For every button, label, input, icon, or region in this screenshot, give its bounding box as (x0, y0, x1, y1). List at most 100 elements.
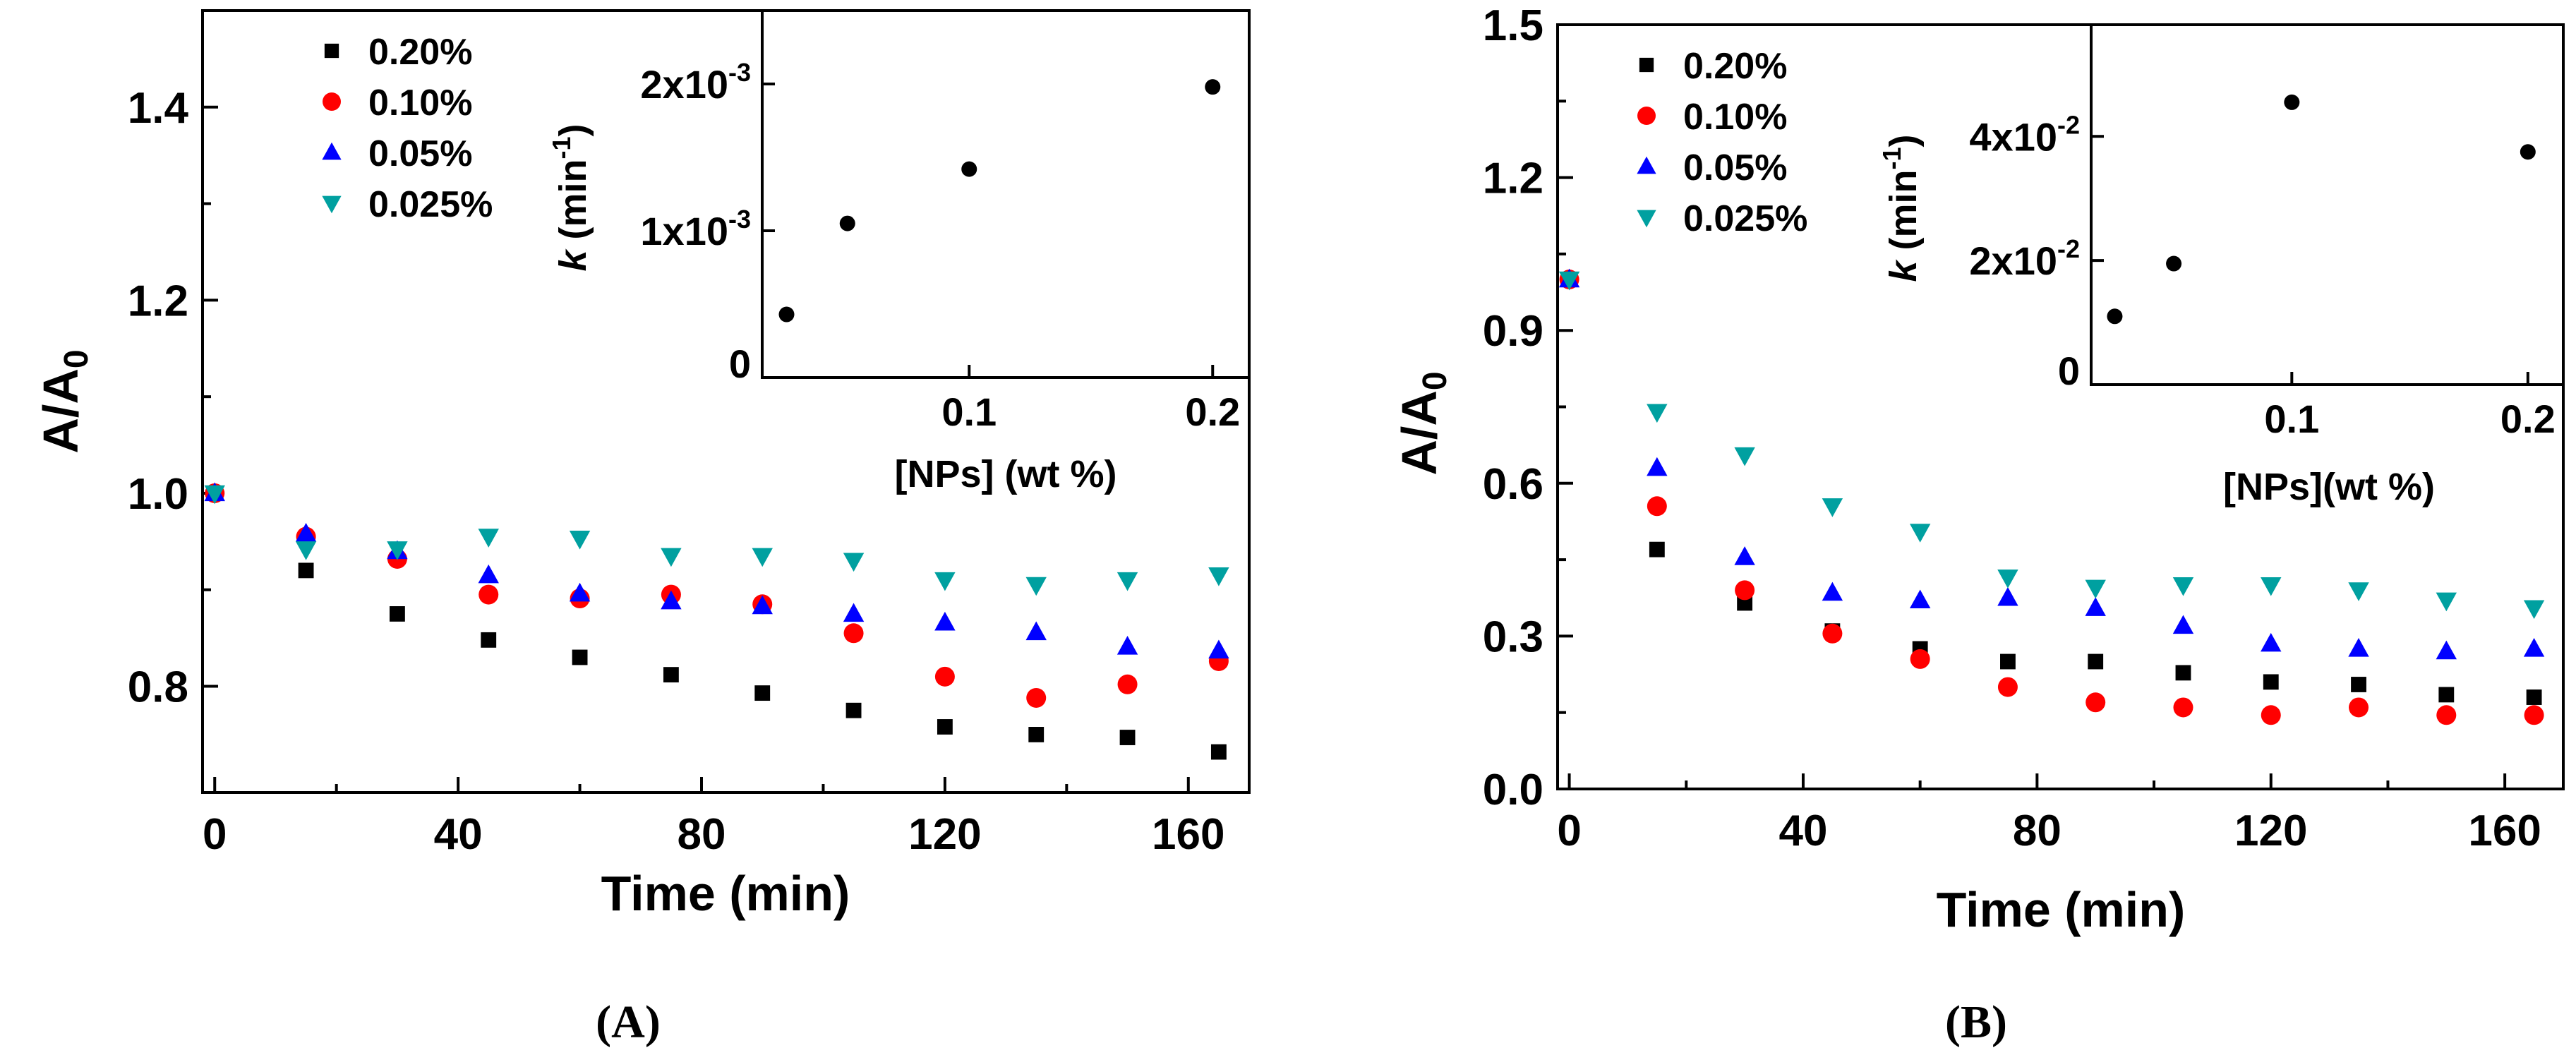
y-tick-label: 1.4 (128, 84, 189, 133)
data-point-0.20% (937, 719, 953, 735)
data-point-0.05% (2085, 597, 2106, 616)
data-point-0.05% (1822, 581, 1843, 601)
data-point-0.20% (845, 702, 862, 718)
data-point-0.20% (481, 632, 497, 648)
data-point-0.20% (1210, 744, 1227, 760)
data-point-0.20% (2088, 653, 2104, 670)
data-point-0.05% (569, 582, 591, 602)
data-point-0.025% (1909, 524, 1931, 543)
y-tick-label: 1.2 (128, 277, 188, 325)
x-tick-label: 80 (2013, 807, 2062, 855)
data-point-0.20% (754, 685, 771, 701)
y-axis-title: A/A0 (33, 349, 95, 453)
inset-data-point (839, 215, 855, 231)
data-point-0.10% (2524, 705, 2544, 725)
legend-label: 0.20% (368, 32, 472, 73)
inset-x-axis-title: [NPs](wt %) (2223, 466, 2435, 508)
inset-data-point (778, 306, 795, 322)
y-tick-label: 0.3 (1483, 613, 1543, 661)
data-point-0.025% (1734, 447, 1755, 466)
x-tick-label: 0 (1557, 807, 1581, 855)
inset-y-tick-label: 2x10-3 (640, 58, 751, 107)
data-point-0.20% (2438, 687, 2455, 703)
data-point-0.025% (2261, 577, 2282, 596)
data-point-0.025% (569, 531, 591, 550)
data-point-0.025% (752, 548, 773, 567)
inset-chart: 0.1 0.2 0 2x10-2 4x10-2 [NPs](wt %) k (min-… (1877, 23, 2565, 508)
data-point-0.20% (572, 649, 588, 665)
x-tick-label: 160 (1152, 810, 1224, 859)
data-point-0.025% (204, 485, 225, 505)
legend: 0.20% 0.10% 0.05% 0.025% (322, 32, 493, 225)
data-point-0.10% (2261, 705, 2281, 725)
inset-data-point (2166, 255, 2182, 272)
data-point-0.10% (1822, 623, 1843, 644)
data-point-0.025% (661, 548, 682, 567)
data-point-0.05% (2172, 615, 2194, 634)
inset-y-axis: 0 2x10-2 4x10-2 (1969, 110, 2104, 393)
data-point-0.20% (2526, 689, 2542, 705)
inset-data-points (2107, 94, 2536, 325)
x-axis-title: Time (min) (1937, 882, 2186, 937)
data-point-0.05% (1909, 589, 1931, 609)
legend-marker (323, 92, 341, 111)
data-point-0.025% (1647, 404, 1668, 423)
data-point-0.025% (843, 553, 865, 572)
data-point-0.10% (2173, 697, 2193, 718)
y-tick-label: 1.5 (1483, 1, 1543, 50)
x-axis-title: Time (min) (601, 866, 850, 921)
x-axis: 0 40 80 120 160 (203, 777, 1225, 859)
y-tick-label: 0.6 (1483, 460, 1543, 509)
inset-x-axis-title: [NPs] (wt %) (895, 453, 1117, 495)
data-point-0.20% (1649, 541, 1665, 557)
data-point-0.20% (298, 562, 314, 579)
data-point-0.025% (478, 529, 499, 548)
data-point-0.05% (843, 603, 865, 622)
data-point-0.05% (1025, 621, 1047, 641)
inset-y-tick-label: 2x10-2 (1969, 234, 2080, 283)
legend-label: 0.05% (368, 133, 472, 174)
main-plot-frame (1556, 23, 2565, 790)
data-point-0.025% (934, 572, 956, 591)
data-point-0.10% (2349, 697, 2369, 718)
inset-x-axis: 0.1 0.2 (941, 365, 1240, 434)
y-tick-label: 1.0 (128, 470, 188, 519)
data-point-0.05% (1997, 586, 2018, 606)
legend-label: 0.025% (1683, 198, 1807, 239)
x-tick-label: 80 (678, 810, 726, 859)
data-point-0.05% (2436, 640, 2457, 660)
inset-x-tick-label: 0.1 (941, 390, 997, 434)
legend: 0.20% 0.10% 0.05% 0.025% (1637, 46, 1807, 239)
data-point-0.025% (295, 541, 317, 560)
inset-x-tick-label: 0.2 (1185, 390, 1240, 434)
inset-data-point (2107, 308, 2123, 325)
inset-y-tick-label: 1x10-3 (640, 205, 751, 253)
panel-caption: (A) (596, 996, 661, 1048)
panel-caption: (B) (1945, 996, 2007, 1048)
legend-marker (322, 195, 342, 214)
data-point-0.025% (1117, 572, 1138, 591)
data-point-0.025% (2523, 600, 2545, 620)
x-axis: 0 40 80 120 160 (1557, 773, 2541, 855)
data-point-0.20% (389, 606, 405, 622)
data-point-0.10% (1647, 496, 1667, 517)
data-point-0.10% (1735, 580, 1755, 601)
y-tick-label: 0.8 (128, 663, 188, 712)
main-plot-frame (201, 9, 1251, 794)
data-point-0.05% (2261, 632, 2282, 652)
legend-marker (1637, 210, 1656, 228)
inset-data-point (1205, 79, 1221, 95)
legend-marker (1637, 156, 1656, 174)
data-point-0.10% (1910, 649, 1930, 669)
data-point-0.10% (934, 666, 955, 687)
data-point-0.025% (2085, 579, 2106, 599)
data-point-0.05% (1647, 457, 1668, 476)
inset-y-axis: 0 1x10-3 2x10-3 (640, 58, 775, 386)
inset-y-tick-label: 4x10-2 (1969, 110, 2080, 159)
data-point-0.025% (1558, 271, 1580, 291)
legend-label: 0.025% (368, 184, 493, 225)
y-tick-label: 0.0 (1483, 766, 1543, 814)
x-tick-label: 0 (203, 810, 227, 859)
data-point-0.025% (2348, 582, 2369, 601)
